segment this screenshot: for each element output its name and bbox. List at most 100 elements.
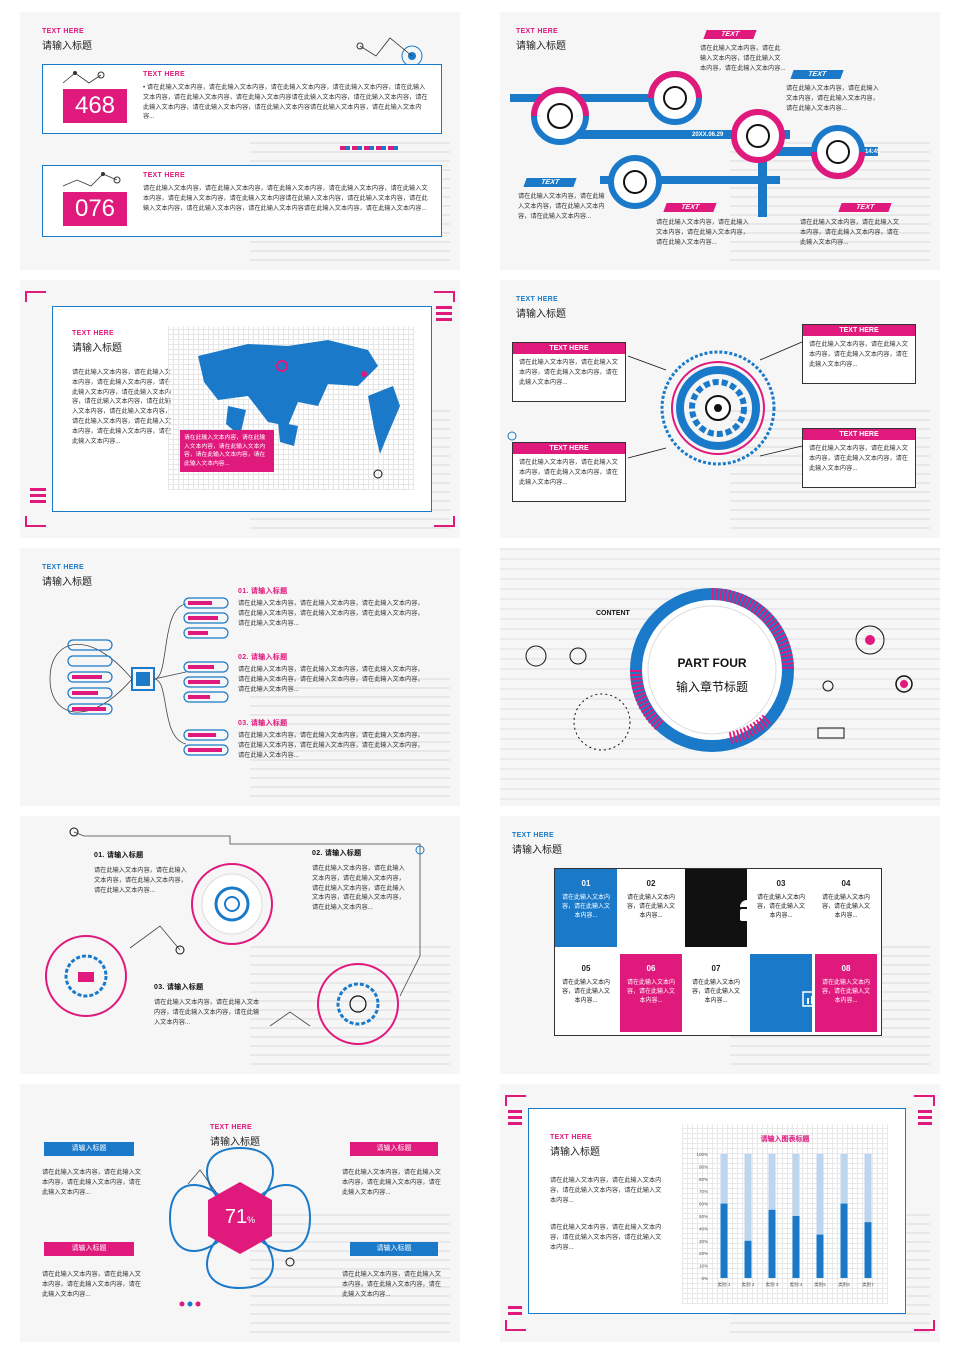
percent-unit: % [247,1215,256,1225]
item-text: 请在此输入文本内容，请在此输入文本内容，请在此输入文本内容，请在此输入文本内容，… [238,600,424,627]
slide-10: TEXT HERE 请输入标题 请在此输入文本内容，请在此输入文本内容，请在此输… [500,1084,940,1342]
y-tick-label: 80% [699,1177,708,1182]
x-tick-label: 类别 2 [742,1281,755,1288]
cell-number: 05 [581,964,591,973]
y-tick-label: 100% [696,1152,708,1157]
info-card-2: 076 TEXT HERE 请在此输入文本内容，请在此输入文本内容，请在此输入文… [42,165,442,237]
map-shapes [198,340,400,479]
cell-text: 请在此输入文本内容，请在此输入文本内容... [626,980,675,1004]
slide-tag: TEXT HERE [72,330,114,337]
timeline-text: 请在此输入文本内容，请在此输入文本内容，请在此输入文本内容，请在此输入文本内容.… [786,85,879,112]
label-tag: TEXT [790,70,844,79]
label-tag: TEXT [663,203,717,212]
grid-cell: 06 请在此输入文本内容，请在此输入文本内容... [620,954,682,1032]
code-background [250,678,450,798]
label-tag: TEXT [703,30,757,39]
cell-text: 请在此输入文本内容，请在此输入文本内容... [626,895,675,919]
process-diagram [45,827,425,1045]
section-ring [525,588,913,752]
y-tick-label: 40% [699,1226,708,1231]
cell-text: 请在此输入文本内容，请在此输入文本内容... [756,895,805,919]
bar [840,1203,848,1278]
slide-title: 请输入标题 [516,309,566,320]
slide-title: 请输入标题 [550,1147,600,1158]
item-heading: 03. 请输入标题 [154,984,204,991]
bar [720,1203,728,1278]
box-label: TEXT HERE [803,429,915,440]
cell-text: 请在此输入文本内容，请在此输入文本内容... [821,980,870,1004]
progress-dots [340,146,400,150]
bar [792,1216,800,1278]
block-text: 请在此输入文本内容，请在此输入文本内容，请在此输入文本内容，请在此输入文本内容.… [42,1169,141,1196]
y-tick-label: 10% [699,1264,708,1269]
bar [744,1240,752,1278]
slide-5: TEXT HERE 请输入标题 01. 请输入标题 请在此输入文本内容，请在此输… [20,548,460,806]
connector-icon [62,71,105,84]
connector-icon [62,172,121,187]
box-text: 请在此输入文本内容，请在此输入文本内容，请在此输入文本内容，请在此输入文本内容.… [809,445,908,472]
slide-6: CONTENT PART FOUR 输入章节标题 [500,548,940,806]
cell-number: 07 [711,964,721,973]
grid-cell: 03 请在此输入文本内容，请在此输入文本内容... [750,869,812,947]
grid-cell: 07 请在此输入文本内容，请在此输入文本内容... [685,954,747,1032]
corner-brackets [505,1095,935,1331]
card-tag: TEXT HERE [143,172,185,179]
slide-text: 请在此输入文本内容，请在此输入文本内容，请在此输入文本内容，请在此输入文本内容.… [550,1224,662,1251]
slide-9: TEXT HERE 请输入标题 71% 请输入标题 请在此输入文本内容，请在此输… [20,1084,460,1342]
world-map: 请在此输入文本内容，请在此输入文本内容，请在此输入文本内容，请在此输入文本内容，… [168,326,414,490]
item-text: 请在此输入文本内容，请在此输入文本内容，请在此输入文本内容，请在此输入文本内容.… [154,999,260,1026]
grid-cell: 04 请在此输入文本内容，请在此输入文本内容... [815,869,877,947]
box-text: 请在此输入文本内容，请在此输入文本内容，请在此输入文本内容，请在此输入文本内容.… [809,341,908,368]
bar [768,1209,776,1278]
cell-number: 03 [776,879,786,888]
timeline-text: 请在此输入文本内容，请在此输入文本内容，请在此输入文本内容，请在此输入文本内容.… [700,45,786,72]
block-text: 请在此输入文本内容，请在此输入文本内容，请在此输入文本内容，请在此输入文本内容.… [42,1271,141,1298]
block-label: 请输入标题 [44,1142,134,1156]
corner-brackets [25,291,455,527]
slide-text: 请在此输入文本内容，请在此输入文本内容，请在此输入文本内容，请在此输入文本内容，… [72,369,171,445]
label-tag: TEXT [523,178,577,187]
item-text: 请在此输入文本内容，请在此输入文本内容，请在此输入文本内容，请在此输入文本内容.… [94,867,187,894]
block-label: 请输入标题 [44,1242,134,1256]
x-tick-label: 类别 1 [718,1281,731,1288]
item-heading: 01. 请输入标题 [94,852,144,859]
cell-text: 请在此输入文本内容，请在此输入文本内容... [821,895,870,919]
grid-cell: 08 请在此输入文本内容，请在此输入文本内容... [815,954,877,1032]
box-text: 请在此输入文本内容，请在此输入文本内容，请在此输入文本内容，请在此输入文本内容.… [519,359,618,386]
time-label: 14:45 [865,149,881,155]
bar-chart: 0% 10% 20% 30% 40% 50% 60% 70% 80% 90% 100% 类别 1 类别 … [696,1152,874,1288]
slide-4: TEXT HERE 请输入标题 TEXT HERE 请在此输入文本内容，请在此输… [500,280,940,538]
box-label: TEXT HERE [803,325,915,336]
label-tag: TEXT [838,203,892,212]
box-label: TEXT HERE [513,443,625,454]
grid-cell: 01 请在此输入文本内容，请在此输入文本内容... [555,869,617,947]
info-card-1: 468 TEXT HERE • 请在此输入文本内容，请在此输入文本内容，请在此输… [42,64,442,134]
cell-number: 02 [646,879,656,888]
bar [864,1222,872,1278]
x-tick-label: 类别5 [814,1281,826,1288]
android-cell [685,869,754,947]
slide-tag: TEXT HERE [516,296,558,303]
chart-panel: 请输入图表标题 0% 10% 20% 30% 40% 50% 60% 70% 80% 90% 100… [682,1124,888,1304]
date-label: 20XX.06.29 [692,132,724,138]
timeline-text: 请在此输入文本内容，请在此输入文本内容，请在此输入文本内容，请在此输入文本内容.… [518,193,605,220]
y-tick-label: 30% [699,1239,708,1244]
text-box: TEXT HERE 请在此输入文本内容，请在此输入文本内容，请在此输入文本内容，… [802,428,916,488]
slide-7: 01. 请输入标题 请在此输入文本内容，请在此输入文本内容，请在此输入文本内容，… [20,816,460,1074]
item-heading: 01. 请输入标题 [238,588,288,595]
slide-title: 请输入标题 [516,41,566,52]
block-label: 请输入标题 [350,1142,438,1156]
tree-diagram [49,597,229,756]
slide-tag: TEXT HERE [550,1134,592,1141]
chart-cell [750,954,822,1032]
bar-track [744,1154,752,1278]
section-subtitle: 输入章节标题 [675,680,748,694]
slide-3: TEXT HERE 请输入标题 请在此输入文本内容，请在此输入文本内容，请在此输… [20,280,460,538]
y-tick-label: 70% [699,1189,708,1194]
block-text: 请在此输入文本内容，请在此输入文本内容，请在此输入文本内容，请在此输入文本内容.… [342,1169,441,1196]
infinity-graphic [168,1146,312,1307]
stat-number: 468 [63,89,127,123]
part-title: PART FOUR [677,656,747,670]
cell-number: 01 [581,879,591,888]
radar-graphic [507,341,803,466]
